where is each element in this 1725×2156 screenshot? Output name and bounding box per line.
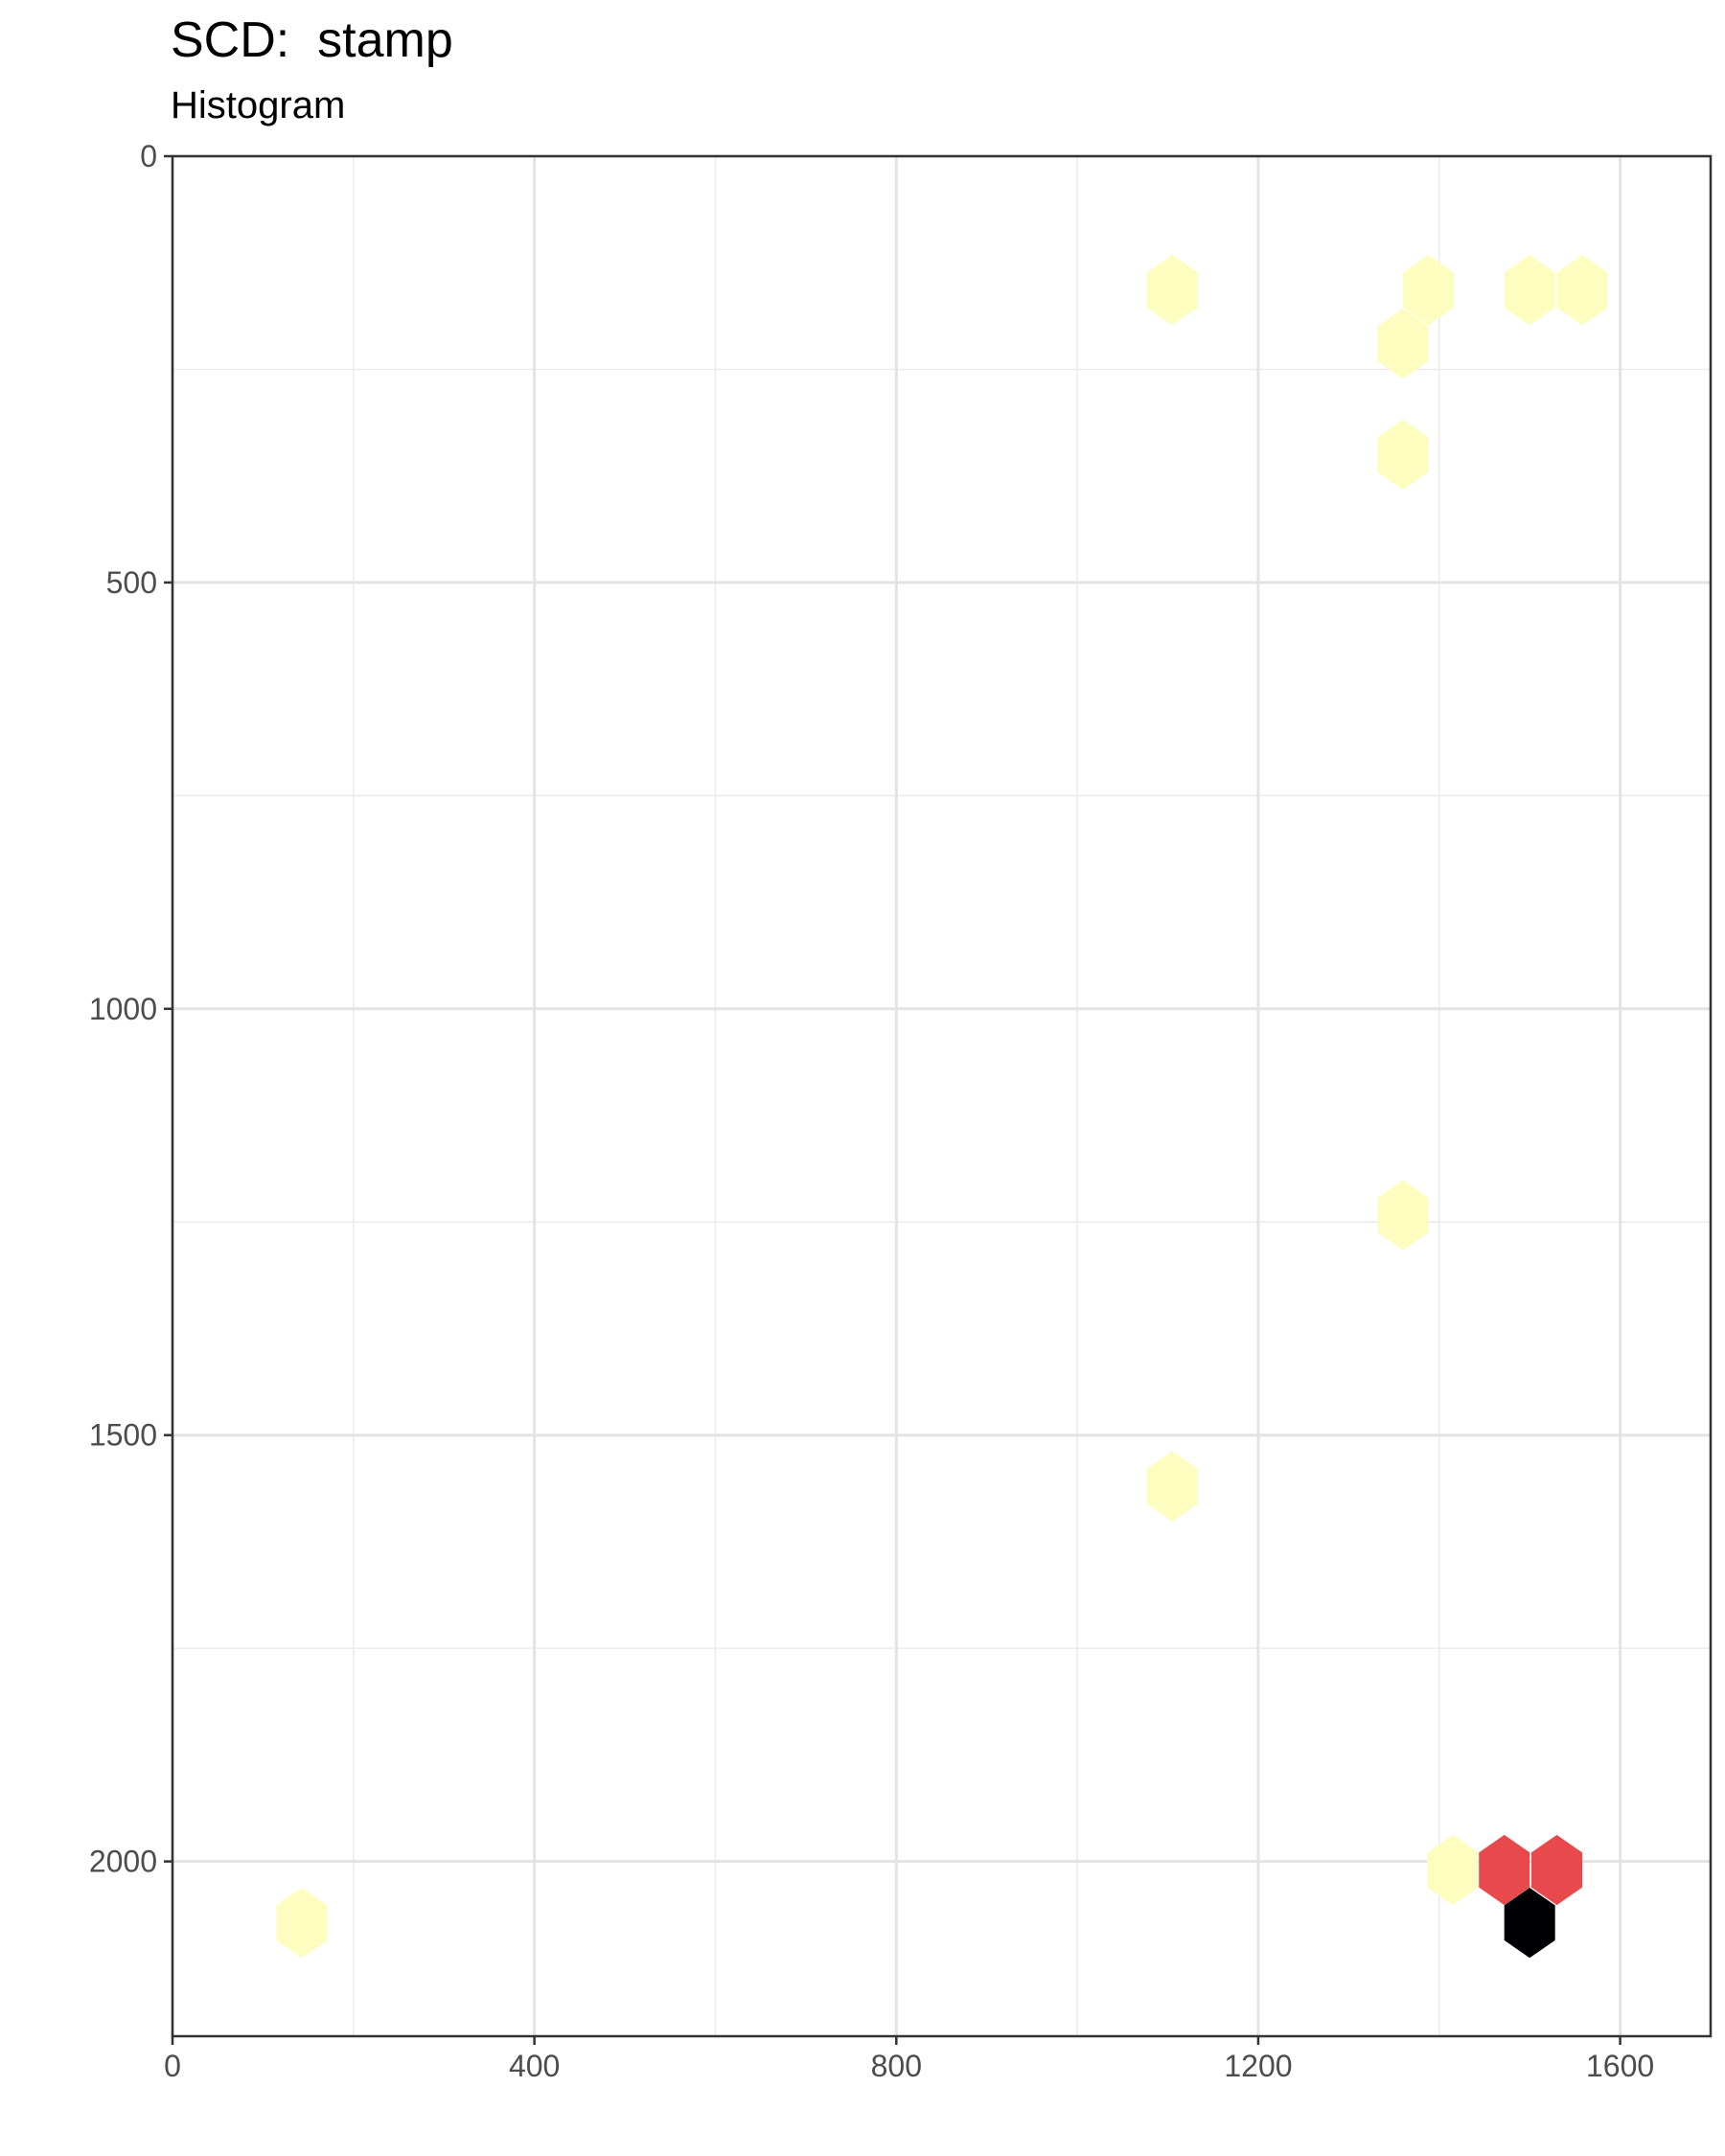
- chart-subtitle: Histogram: [171, 84, 346, 126]
- hex-bins: [276, 255, 1608, 1959]
- hex-bin: [1531, 1834, 1582, 1906]
- x-tick-label: 800: [871, 2049, 922, 2083]
- hex-bin: [1377, 1180, 1429, 1250]
- x-axis: 0 400 800 1200 1600: [164, 2036, 1654, 2083]
- hex-bin: [1146, 1451, 1198, 1522]
- hex-bin: [1504, 255, 1555, 326]
- x-tick-label: 0: [164, 2049, 181, 2083]
- x-tick-label: 1600: [1586, 2049, 1654, 2083]
- y-tick-label: 1500: [89, 1418, 157, 1453]
- x-tick-label: 1200: [1224, 2049, 1292, 2083]
- hex-bin: [1556, 255, 1608, 326]
- hex-bin: [276, 1888, 328, 1959]
- y-tick-label: 2000: [89, 1845, 157, 1879]
- hex-bin: [1402, 255, 1454, 326]
- y-tick-label: 1000: [89, 992, 157, 1026]
- hex-bin: [1504, 1888, 1555, 1959]
- hex-bin: [1377, 309, 1429, 379]
- hex-bin: [1427, 1834, 1479, 1906]
- y-tick-label: 0: [140, 139, 157, 173]
- minor-gridlines: [172, 156, 1711, 2036]
- chart-title: SCD: stamp: [171, 12, 453, 68]
- y-tick-label: 500: [106, 565, 157, 600]
- major-gridlines: [171, 154, 1711, 2036]
- y-axis: 0 500 1000 1500 2000: [89, 139, 172, 1879]
- hex-bin: [1377, 419, 1429, 491]
- panel-border: [171, 154, 1713, 2038]
- hex-bin: [1479, 1834, 1530, 1906]
- x-tick-label: 400: [509, 2049, 560, 2083]
- hex-bin: [1146, 255, 1198, 326]
